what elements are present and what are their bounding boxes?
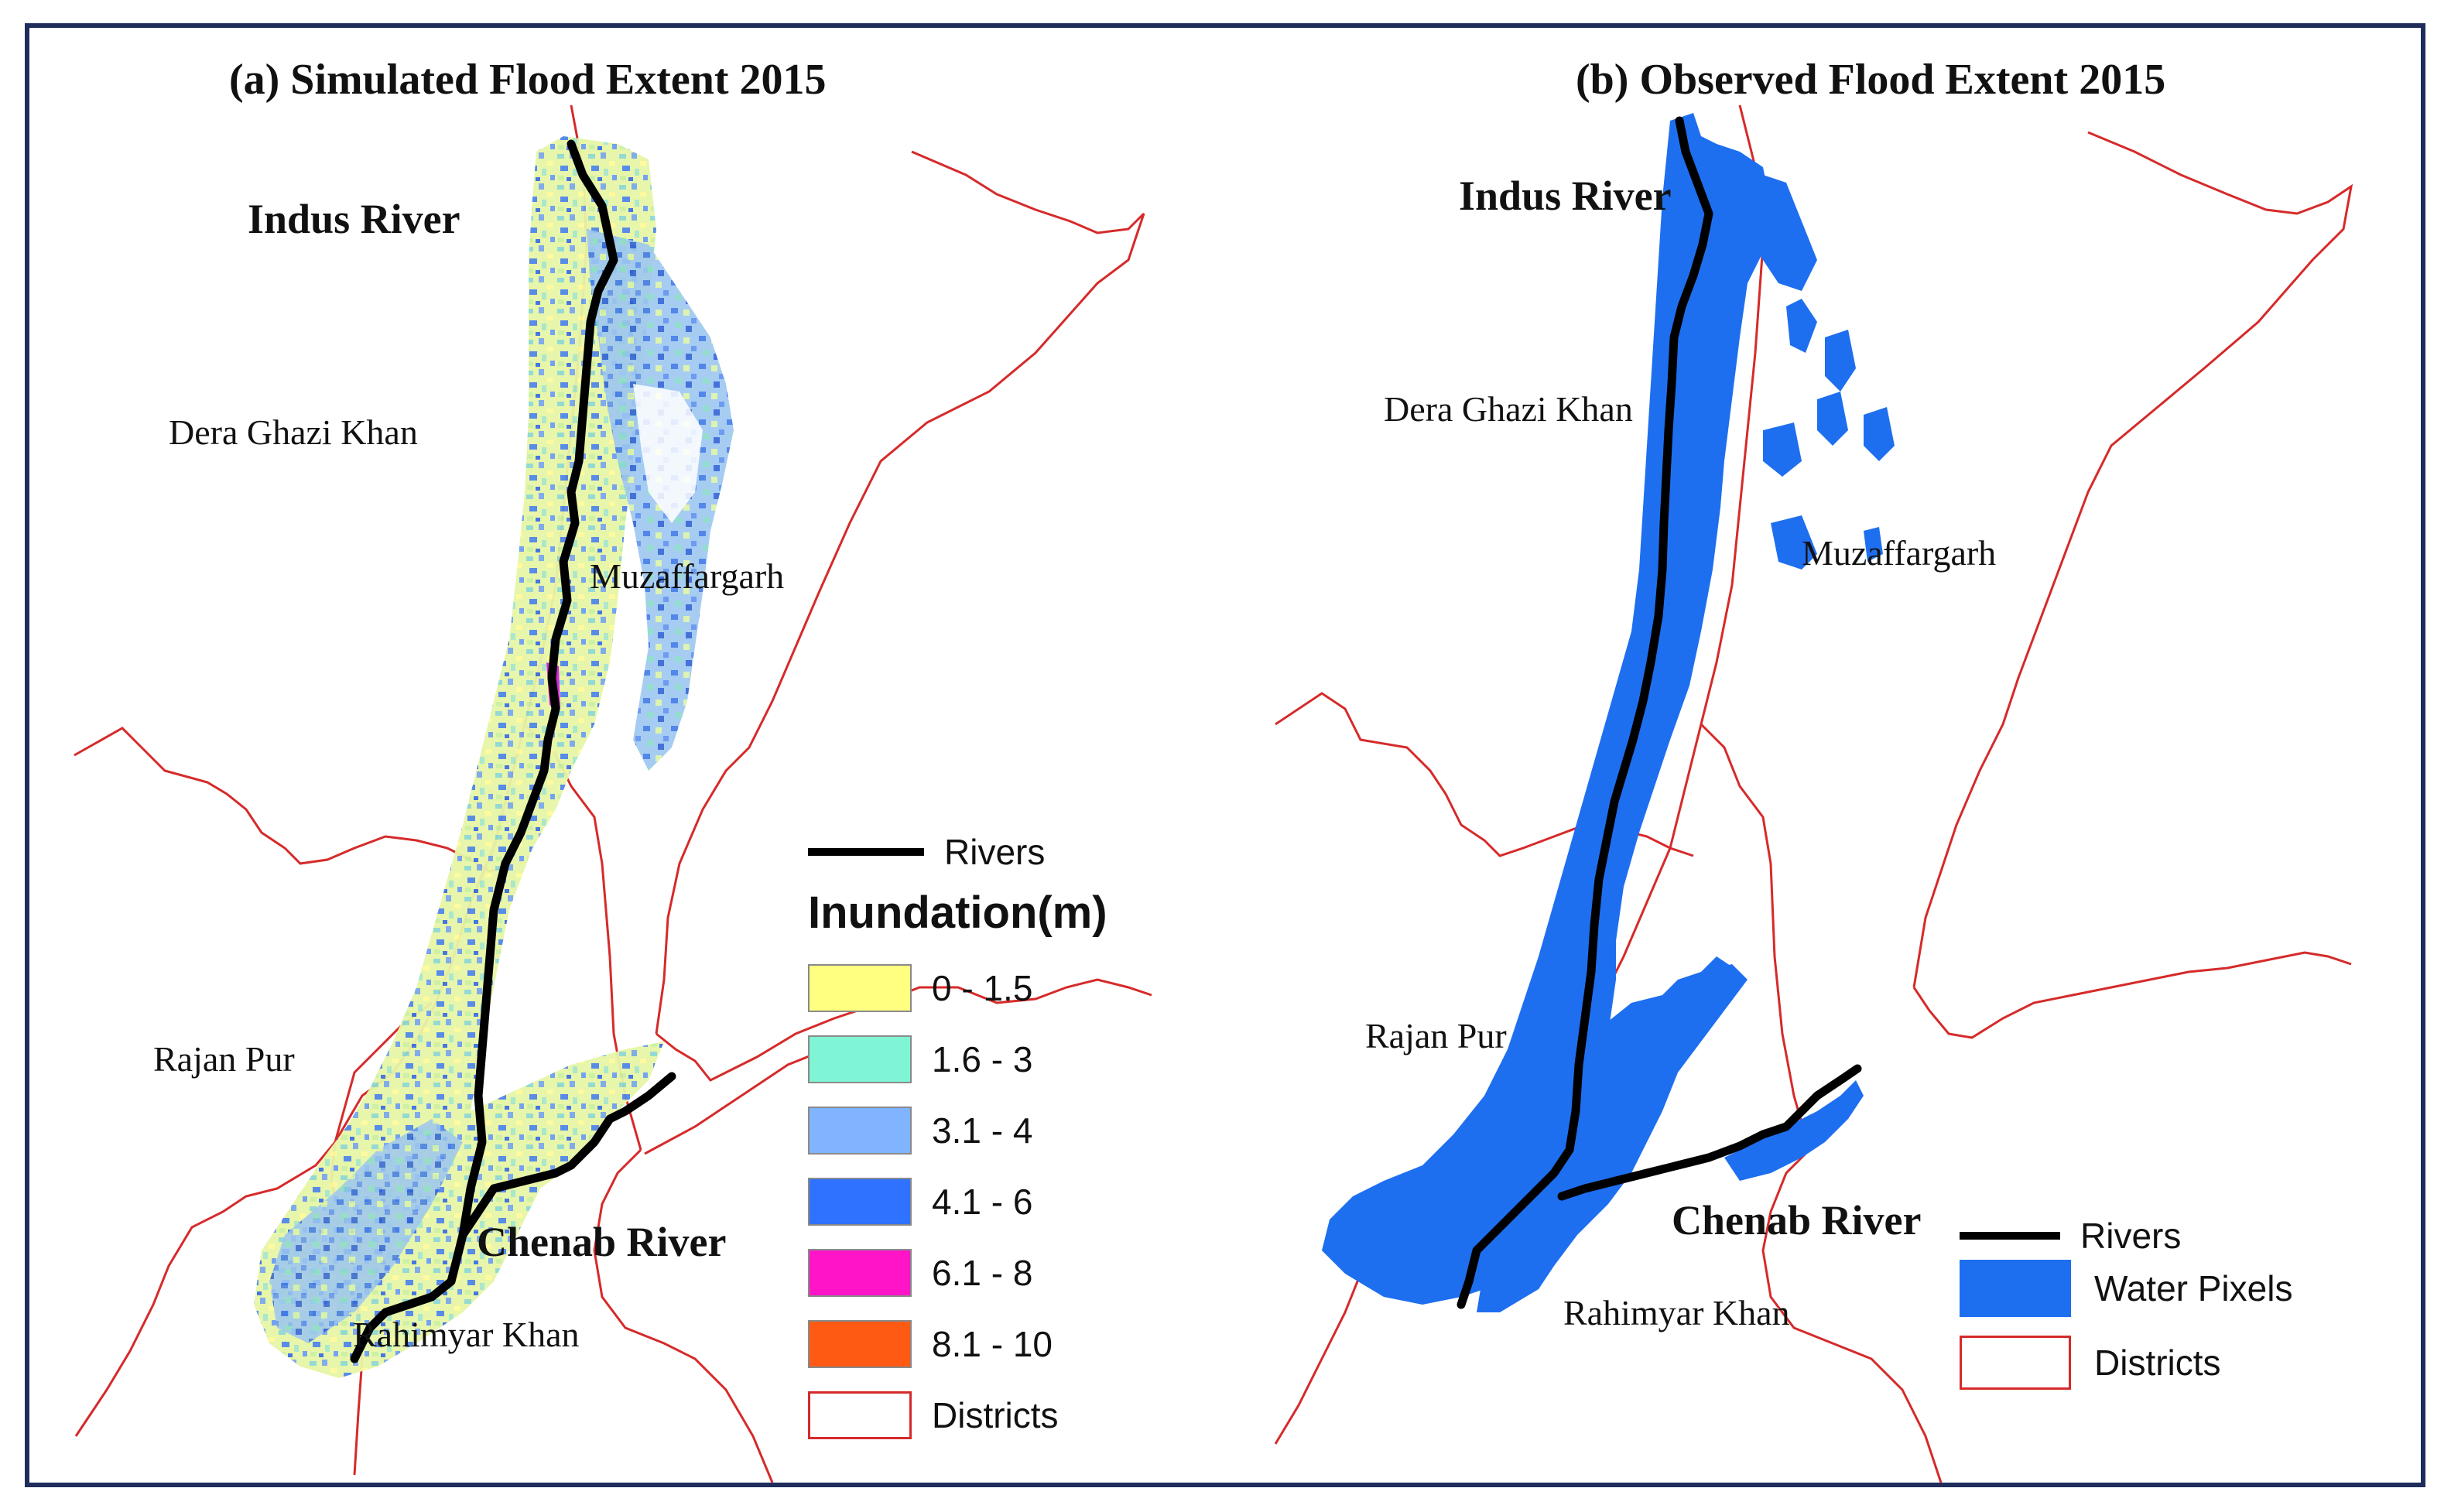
legend-inundation-title: Inundation(m)	[808, 888, 1107, 938]
chenab-river-label: Chenab River	[477, 1219, 727, 1265]
legend-swatch	[808, 1035, 912, 1083]
legend-rivers-row: Rivers	[1960, 1215, 2181, 1257]
legend-class-row: 1.6 - 3	[808, 1035, 1032, 1083]
legend-class-label: 8.1 - 10	[932, 1324, 1053, 1364]
indus-river-label: Indus River	[248, 196, 460, 242]
legend-district-swatch	[808, 1391, 912, 1439]
district-label-rahimyar-khan: Rahimyar Khan	[353, 1315, 580, 1354]
legend-district-swatch	[1960, 1336, 2071, 1390]
district-label-muzaffargarh: Muzaffargarh	[1802, 533, 1997, 573]
chenab-river-line	[458, 1072, 676, 1240]
legend-districts-label: Districts	[932, 1395, 1059, 1435]
panel-observed: (b) Observed Flood Extent 2015 Indus Riv…	[1229, 28, 2429, 1490]
inundation-extent	[254, 136, 734, 1378]
panel-b-title: (b) Observed Flood Extent 2015	[1576, 56, 2166, 104]
legend-swatch	[808, 1249, 912, 1297]
district-label-rajan-pur: Rajan Pur	[153, 1039, 295, 1079]
panel-a-legend: Rivers Inundation(m) 0 - 1.5 1.6 - 3 3.1…	[808, 831, 1210, 1466]
panel-a-title: (a) Simulated Flood Extent 2015	[229, 56, 827, 104]
legend-class-row: 6.1 - 8	[808, 1249, 1032, 1297]
simulated-map	[74, 104, 1152, 1483]
panel-b-legend: Rivers Water Pixels Districts	[1960, 1215, 2377, 1447]
indus-river-line	[1457, 116, 1713, 1309]
indus-river-label: Indus River	[1459, 173, 1672, 219]
legend-rivers-label: Rivers	[2080, 1216, 2182, 1256]
legend-rivers-label: Rivers	[944, 832, 1046, 872]
legend-class-label: 3.1 - 4	[932, 1110, 1033, 1151]
observed-map	[1274, 104, 2353, 1483]
district-label-dera-ghazi-khan: Dera Ghazi Khan	[1384, 389, 1633, 429]
legend-class-label: 4.1 - 6	[932, 1182, 1033, 1222]
legend-class-row: 4.1 - 6	[808, 1178, 1032, 1226]
legend-water-swatch	[1960, 1260, 2071, 1317]
legend-class-label: 1.6 - 3	[932, 1039, 1033, 1079]
legend-districts-row: Districts	[1960, 1336, 2221, 1390]
legend-swatch	[808, 1320, 912, 1368]
district-label-muzaffargarh: Muzaffargarh	[590, 556, 785, 596]
legend-water-row: Water Pixels	[1960, 1260, 2292, 1317]
legend-class-label: 6.1 - 8	[932, 1253, 1033, 1293]
water-pixels	[1322, 113, 1895, 1312]
legend-swatch	[808, 964, 912, 1012]
legend-class-row: 3.1 - 4	[808, 1107, 1032, 1155]
panel-simulated: (a) Simulated Flood Extent 2015 Indus Ri…	[29, 28, 1229, 1490]
legend-river-line-swatch	[808, 848, 924, 856]
legend-swatch	[808, 1107, 912, 1155]
legend-water-label: Water Pixels	[2094, 1268, 2293, 1308]
district-label-dera-ghazi-khan: Dera Ghazi Khan	[169, 412, 418, 452]
legend-rivers-row: Rivers	[808, 831, 1045, 873]
legend-class-row: 8.1 - 10	[808, 1320, 1053, 1368]
chenab-river-line	[1557, 1064, 1862, 1201]
legend-districts-label: Districts	[2094, 1343, 2221, 1383]
legend-swatch	[808, 1178, 912, 1226]
legend-class-row: 0 - 1.5	[808, 964, 1032, 1012]
legend-districts-row: Districts	[808, 1391, 1059, 1439]
district-label-rajan-pur: Rajan Pur	[1365, 1016, 1507, 1055]
rivers	[350, 139, 676, 1363]
legend-class-label: 0 - 1.5	[932, 968, 1033, 1008]
legend-river-line-swatch	[1960, 1232, 2060, 1240]
indus-river-line	[350, 139, 618, 1363]
rivers	[1457, 116, 1862, 1309]
district-label-rahimyar-khan: Rahimyar Khan	[1563, 1293, 1790, 1332]
figure-frame: (a) Simulated Flood Extent 2015 Indus Ri…	[25, 23, 2425, 1487]
chenab-river-label: Chenab River	[1672, 1197, 1922, 1243]
